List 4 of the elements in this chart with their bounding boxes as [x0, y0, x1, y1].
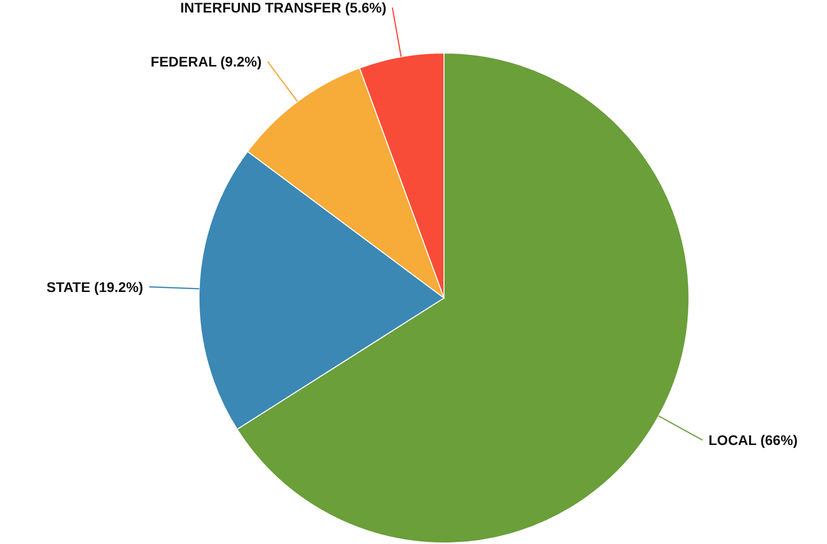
slice-label: STATE (19.2%) — [46, 278, 144, 295]
slice-label: FEDERAL (9.2%) — [150, 53, 262, 70]
slice-label: INTERFUND TRANSFER (5.6%) — [180, 0, 386, 16]
slice-label: LOCAL (66%) — [708, 432, 798, 448]
